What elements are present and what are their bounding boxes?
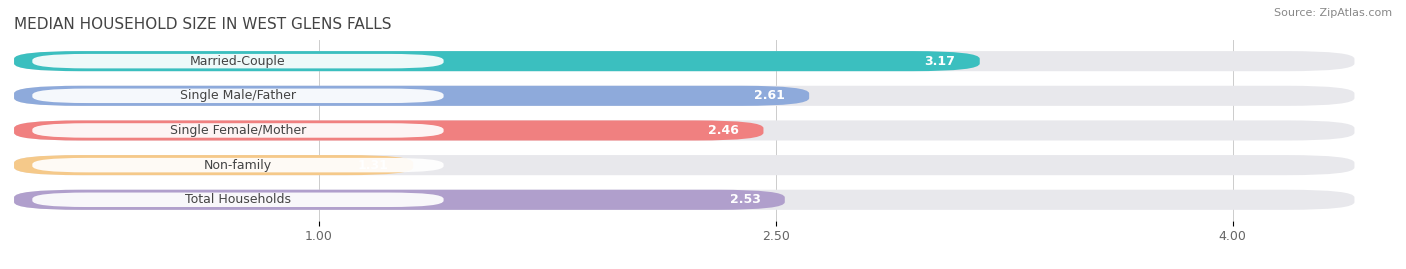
FancyBboxPatch shape	[14, 190, 1354, 210]
FancyBboxPatch shape	[14, 121, 1354, 140]
Text: Single Female/Mother: Single Female/Mother	[170, 124, 307, 137]
FancyBboxPatch shape	[14, 121, 763, 140]
FancyBboxPatch shape	[32, 89, 444, 103]
Text: Total Households: Total Households	[186, 193, 291, 206]
FancyBboxPatch shape	[14, 86, 1354, 106]
FancyBboxPatch shape	[14, 51, 980, 71]
FancyBboxPatch shape	[32, 193, 444, 207]
FancyBboxPatch shape	[14, 51, 1354, 71]
Text: 2.46: 2.46	[709, 124, 740, 137]
FancyBboxPatch shape	[14, 155, 1354, 175]
Text: Married-Couple: Married-Couple	[190, 55, 285, 68]
Text: 2.53: 2.53	[730, 193, 761, 206]
Text: Non-family: Non-family	[204, 159, 271, 172]
Text: Source: ZipAtlas.com: Source: ZipAtlas.com	[1274, 8, 1392, 18]
Text: 1.31: 1.31	[359, 159, 388, 172]
Text: 3.17: 3.17	[925, 55, 955, 68]
Text: Single Male/Father: Single Male/Father	[180, 89, 297, 102]
FancyBboxPatch shape	[14, 190, 785, 210]
Text: 2.61: 2.61	[754, 89, 785, 102]
FancyBboxPatch shape	[32, 54, 444, 68]
FancyBboxPatch shape	[14, 155, 413, 175]
FancyBboxPatch shape	[14, 86, 810, 106]
Text: MEDIAN HOUSEHOLD SIZE IN WEST GLENS FALLS: MEDIAN HOUSEHOLD SIZE IN WEST GLENS FALL…	[14, 17, 391, 32]
FancyBboxPatch shape	[32, 123, 444, 138]
FancyBboxPatch shape	[32, 158, 444, 172]
